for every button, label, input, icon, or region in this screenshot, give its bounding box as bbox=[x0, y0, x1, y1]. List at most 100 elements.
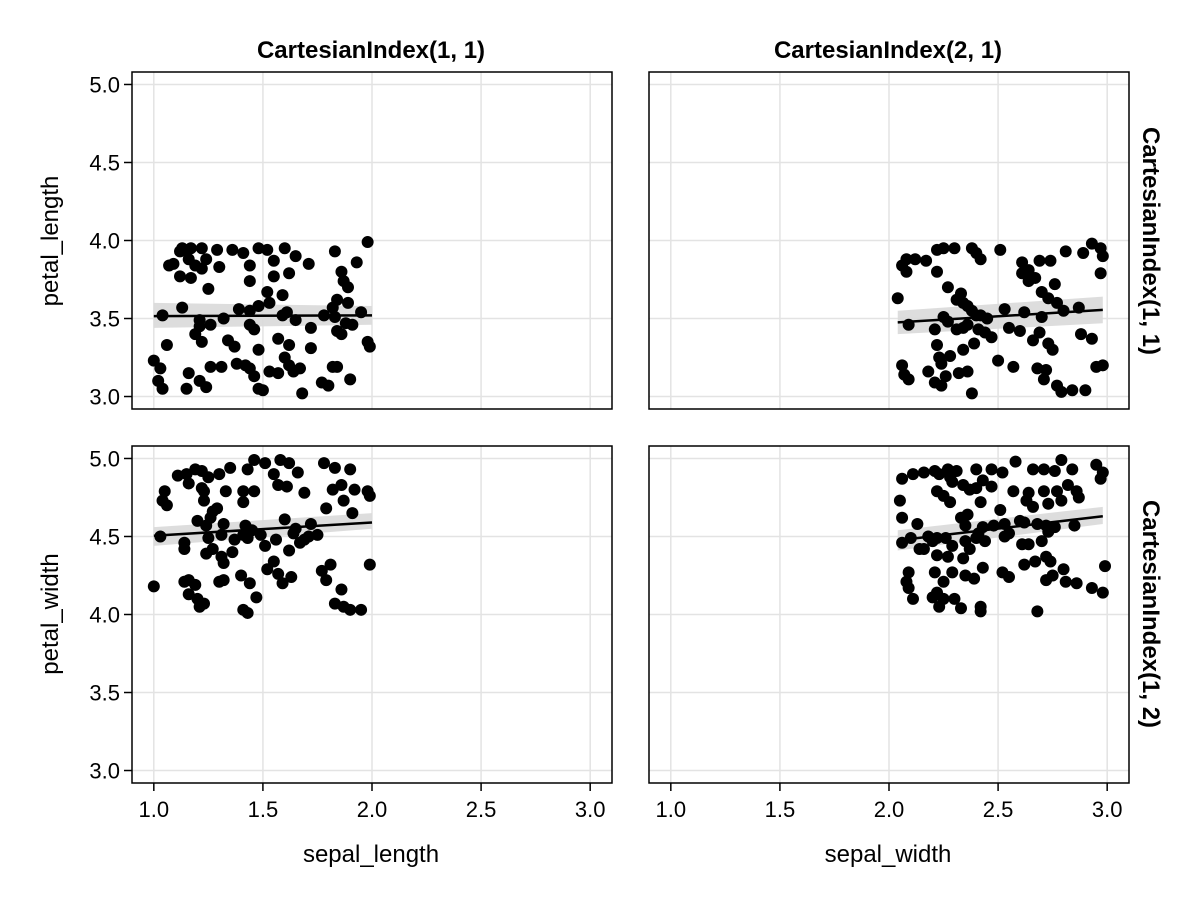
data-point bbox=[957, 343, 970, 356]
data-point bbox=[335, 479, 348, 492]
data-point bbox=[243, 577, 256, 590]
data-point bbox=[211, 243, 224, 256]
data-point bbox=[276, 289, 289, 302]
y-tick-label: 3.0 bbox=[89, 385, 120, 410]
y-tick-label: 4.5 bbox=[89, 150, 120, 175]
data-point bbox=[1059, 575, 1072, 588]
data-point bbox=[985, 463, 998, 476]
data-point bbox=[250, 591, 263, 604]
data-point bbox=[320, 502, 333, 515]
data-point bbox=[926, 535, 939, 548]
data-point bbox=[935, 379, 948, 392]
data-point bbox=[970, 463, 983, 476]
data-point bbox=[959, 519, 972, 532]
data-point bbox=[272, 332, 285, 345]
data-point bbox=[1044, 254, 1057, 267]
data-point bbox=[992, 354, 1005, 367]
data-point bbox=[976, 474, 989, 487]
data-point bbox=[961, 365, 974, 378]
data-point bbox=[278, 513, 291, 526]
data-point bbox=[1042, 525, 1055, 538]
data-point bbox=[228, 340, 241, 353]
x-tick-label: 2.0 bbox=[357, 797, 388, 822]
data-point bbox=[198, 597, 210, 610]
data-point bbox=[1055, 454, 1068, 467]
data-point bbox=[322, 379, 335, 392]
data-point bbox=[248, 323, 261, 336]
x-tick-label: 3.0 bbox=[1092, 797, 1123, 822]
data-point bbox=[1035, 535, 1048, 548]
data-point bbox=[346, 507, 359, 520]
data-point bbox=[944, 496, 957, 509]
data-point bbox=[1099, 560, 1111, 573]
data-point bbox=[985, 331, 998, 344]
data-point bbox=[156, 382, 169, 395]
data-point bbox=[1009, 455, 1022, 468]
data-point bbox=[931, 339, 943, 352]
data-point bbox=[1040, 363, 1053, 376]
data-point bbox=[287, 527, 300, 540]
x-tick-label: 1.5 bbox=[765, 797, 796, 822]
data-point bbox=[931, 549, 943, 562]
data-point bbox=[1046, 569, 1059, 582]
data-point bbox=[337, 494, 350, 507]
data-point bbox=[1096, 586, 1109, 599]
data-point bbox=[304, 518, 317, 531]
data-point bbox=[195, 242, 208, 255]
data-point bbox=[1007, 360, 1020, 373]
data-point bbox=[211, 502, 224, 515]
data-point bbox=[237, 246, 250, 259]
y-tick-label: 3.5 bbox=[89, 307, 120, 332]
data-point bbox=[1027, 500, 1039, 513]
data-point bbox=[1048, 464, 1061, 477]
data-point bbox=[200, 253, 213, 266]
data-point bbox=[1037, 463, 1050, 476]
data-point bbox=[160, 339, 173, 352]
data-point bbox=[261, 563, 274, 576]
data-point bbox=[304, 342, 317, 355]
x-tick-label: 2.5 bbox=[983, 797, 1014, 822]
data-point bbox=[272, 367, 285, 380]
data-point bbox=[217, 557, 230, 570]
data-point bbox=[1046, 343, 1059, 356]
data-point bbox=[1066, 463, 1079, 476]
data-point bbox=[994, 243, 1007, 256]
data-point bbox=[981, 312, 994, 325]
data-point bbox=[344, 373, 357, 386]
data-point bbox=[944, 349, 957, 362]
data-point bbox=[1055, 494, 1068, 507]
y-tick-label: 5.0 bbox=[89, 72, 120, 97]
data-point bbox=[896, 472, 909, 485]
data-point bbox=[1085, 332, 1098, 345]
data-point bbox=[324, 558, 337, 571]
y-tick-label: 4.5 bbox=[89, 524, 120, 549]
data-point bbox=[363, 489, 376, 502]
data-point bbox=[996, 466, 1009, 479]
data-point bbox=[946, 539, 959, 552]
data-point bbox=[917, 466, 930, 479]
data-point bbox=[200, 381, 213, 394]
data-point bbox=[285, 571, 298, 584]
data-point bbox=[278, 242, 291, 255]
data-point bbox=[1072, 491, 1085, 504]
data-point bbox=[182, 367, 195, 380]
data-point bbox=[1044, 555, 1057, 568]
data-point bbox=[1096, 250, 1109, 263]
data-point bbox=[217, 312, 230, 325]
data-point bbox=[298, 486, 311, 499]
data-point bbox=[348, 483, 361, 496]
data-point bbox=[907, 592, 919, 605]
data-point bbox=[1022, 275, 1035, 288]
data-point bbox=[1037, 485, 1050, 498]
data-point bbox=[933, 600, 946, 613]
data-point bbox=[896, 359, 909, 372]
data-point bbox=[917, 542, 930, 555]
data-point bbox=[252, 300, 265, 313]
data-point bbox=[1018, 558, 1031, 571]
data-point bbox=[1003, 571, 1015, 584]
data-point bbox=[318, 457, 330, 470]
data-point bbox=[320, 574, 333, 587]
data-point bbox=[1048, 278, 1061, 291]
panel-r2-c1: 3.0 3.5 4.0 4.5 5.0 1.0 1.5 2.0 2.5 3.0 bbox=[89, 445, 613, 822]
data-point bbox=[243, 259, 256, 272]
